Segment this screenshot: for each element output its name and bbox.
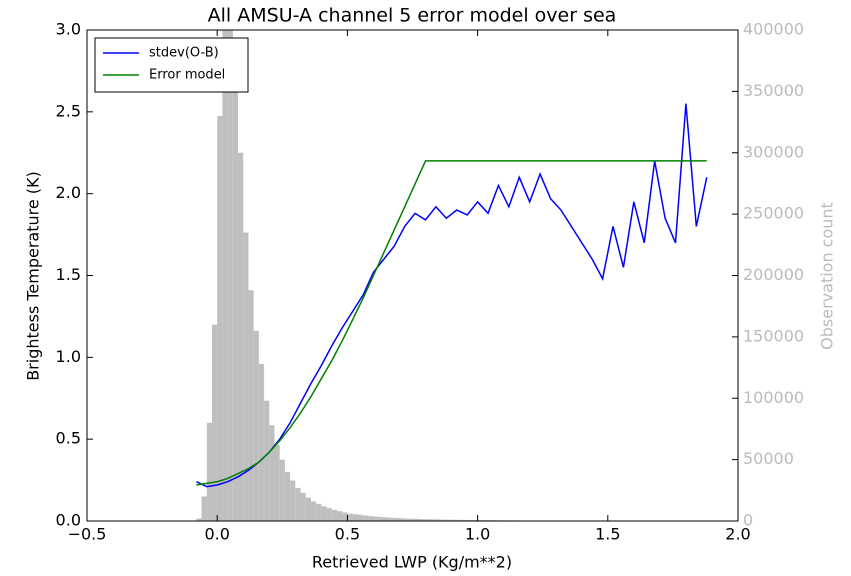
histogram-bar: [425, 519, 431, 521]
y-tick-label: 2.5: [56, 101, 81, 120]
histogram-bar: [368, 516, 374, 521]
legend: stdev(O-B) Error model: [94, 37, 249, 93]
x-tick-label: 2.0: [725, 525, 750, 544]
histogram-bar: [389, 517, 395, 521]
histogram-bar: [196, 518, 202, 521]
histogram-bar: [399, 518, 405, 521]
histogram-bar: [232, 66, 239, 521]
y2-tick-label: 350000: [743, 81, 804, 100]
histogram-bar: [430, 519, 436, 521]
histogram-bar: [363, 515, 369, 521]
histogram-bar: [201, 496, 207, 521]
y2-tick-label: 400000: [743, 20, 804, 39]
histogram-bar: [321, 506, 327, 521]
y2-tick-label: 300000: [743, 142, 804, 161]
histogram-bar: [357, 514, 364, 521]
histogram-bar: [441, 519, 447, 521]
y2-tick-label: 250000: [743, 204, 804, 223]
histogram-bar: [206, 422, 212, 521]
histogram-bar: [248, 290, 254, 521]
histogram-bar: [456, 519, 462, 521]
y2-tick-label: 150000: [743, 326, 804, 345]
series-line: [196, 103, 708, 488]
histogram-bar: [435, 519, 442, 521]
y-tick-label: 0.5: [56, 429, 81, 448]
histogram-bar: [451, 519, 457, 521]
x-tick-label: 0.0: [204, 525, 229, 544]
histogram-bar: [347, 513, 353, 521]
histogram-bar: [394, 517, 400, 521]
histogram-bar: [258, 363, 265, 521]
y-axis-label: Brightess Temperature (K): [24, 171, 43, 381]
histogram-bar: [274, 444, 280, 521]
histogram-bar: [461, 519, 468, 521]
histogram-bar: [342, 512, 348, 521]
histogram-bar: [238, 152, 244, 521]
legend-label: Error model: [149, 68, 225, 83]
histogram-bar: [300, 492, 306, 521]
y-tick-label: 1.0: [56, 347, 81, 366]
x-tick-label: 1.5: [595, 525, 620, 544]
histogram-bar: [352, 514, 358, 521]
histogram: [196, 30, 640, 521]
histogram-bar: [284, 471, 291, 521]
x-axis-label: Retrieved LWP (Kg/m**2): [312, 553, 512, 572]
y-tick-label: 1.5: [56, 265, 81, 284]
histogram-bar: [446, 519, 452, 521]
histogram-bar: [222, 30, 228, 521]
histogram-bar: [264, 400, 270, 521]
histogram-bar: [310, 501, 317, 521]
histogram-bar: [420, 519, 426, 521]
histogram-bar: [227, 30, 233, 521]
y2-tick-label: 0: [743, 511, 753, 530]
histogram-bar: [279, 459, 285, 521]
histogram-bar: [316, 503, 322, 521]
legend-box: [94, 37, 249, 93]
histogram-bar: [383, 517, 390, 521]
histogram-bar: [336, 511, 343, 521]
histogram-bar: [269, 425, 275, 521]
x-tick-label: −0.5: [68, 525, 107, 544]
y2-axis-label: Observation count: [818, 202, 837, 350]
histogram-bar: [378, 517, 384, 521]
plot-frame: [86, 29, 739, 522]
series-line: [196, 160, 707, 486]
y-tick-label: 3.0: [56, 20, 81, 39]
histogram-bar: [253, 330, 259, 521]
histogram-bar: [467, 519, 473, 521]
histogram-bar: [295, 487, 301, 521]
histogram-bar: [290, 480, 296, 521]
histogram-bar: [409, 518, 416, 521]
chart-title: All AMSU-A channel 5 error model over se…: [208, 5, 617, 27]
x-tick-label: 1.0: [465, 525, 490, 544]
y2-tick-label: 200000: [743, 265, 804, 284]
x-tick-label: 0.5: [335, 525, 360, 544]
histogram-bar: [326, 508, 332, 521]
histogram-bar: [211, 324, 218, 521]
histogram-bar: [243, 232, 249, 521]
histogram-bar: [217, 115, 223, 521]
legend-label: stdev(O-B): [149, 46, 219, 61]
y2-tick-label: 100000: [743, 388, 804, 407]
histogram-bar: [331, 509, 337, 521]
histogram-bar: [404, 518, 410, 521]
histogram-bar: [415, 518, 421, 521]
histogram-bar: [305, 497, 311, 521]
y2-tick-label: 50000: [743, 449, 794, 468]
lines: [196, 103, 708, 488]
histogram-bar: [373, 516, 379, 521]
y-tick-label: 2.0: [56, 183, 81, 202]
y-tick-label: 0.0: [56, 511, 81, 530]
